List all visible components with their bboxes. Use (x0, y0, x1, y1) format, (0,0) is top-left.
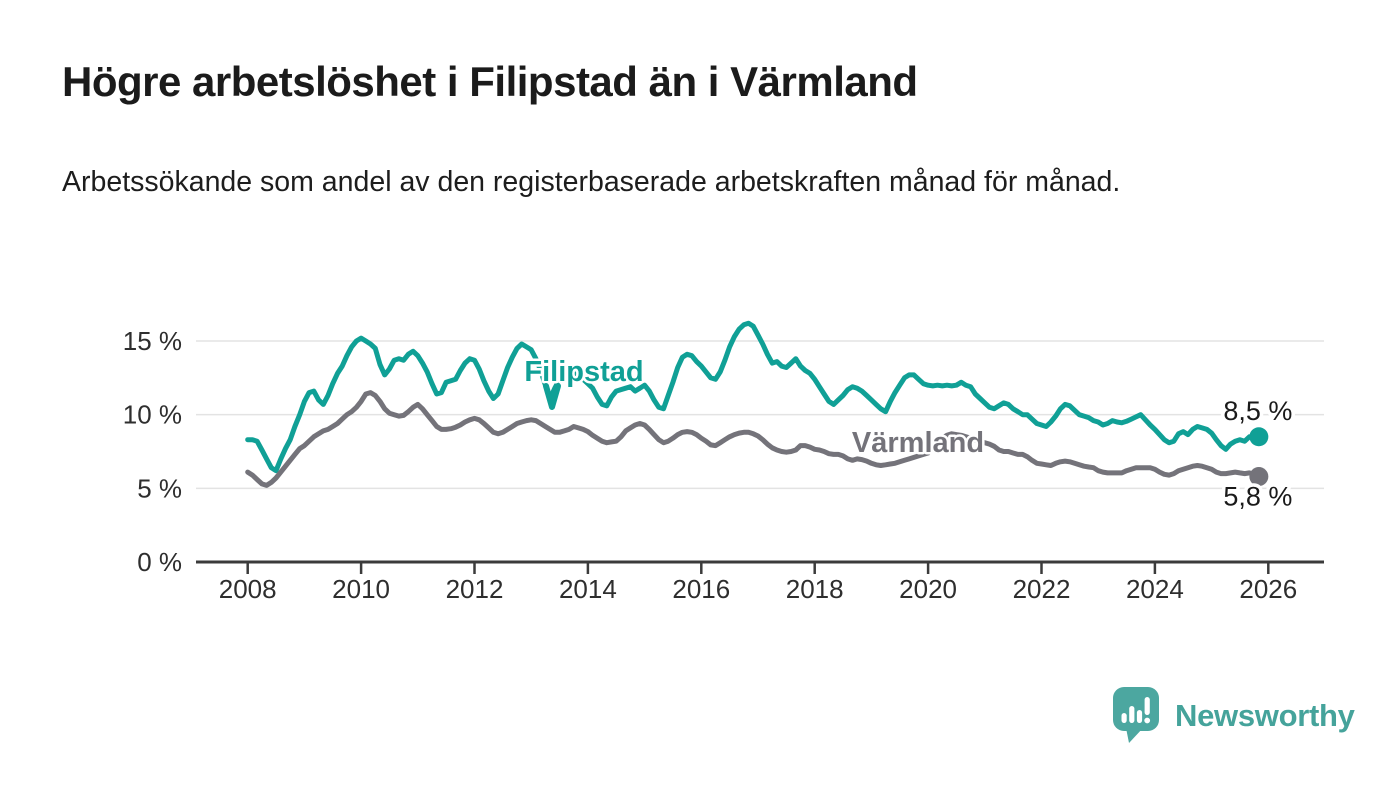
filipstad-label-arrow-icon (543, 383, 561, 410)
vrmland-series-label: Värmland (852, 427, 984, 459)
y-tick-label-15: 15 % (123, 326, 182, 356)
x-tick-label-2012: 2012 (446, 574, 504, 604)
y-tick-label-10: 10 % (123, 400, 182, 430)
chart-subtitle: Arbetssökande som andel av den registerb… (62, 166, 1121, 198)
newsworthy-logo-icon (1113, 687, 1159, 743)
x-tick-label-2008: 2008 (219, 574, 277, 604)
x-tick-label-2026: 2026 (1239, 574, 1297, 604)
y-tick-label-5: 5 % (137, 473, 182, 503)
x-tick-label-2022: 2022 (1013, 574, 1071, 604)
vrmland-end-value-label: 5,8 % (1223, 482, 1292, 512)
vrmland-line (245, 390, 1262, 488)
x-tick-label-2020: 2020 (899, 574, 957, 604)
filipstad-series-label: Filipstad (524, 356, 643, 388)
x-tick-label-2010: 2010 (332, 574, 390, 604)
filipstad-end-value-label: 8,5 % (1223, 396, 1292, 426)
x-tick-label-2018: 2018 (786, 574, 844, 604)
vrmland-end-dot (1249, 467, 1269, 487)
x-tick-label-2014: 2014 (559, 574, 617, 604)
filipstad-end-dot (1249, 427, 1269, 447)
filipstad-line (245, 320, 1262, 474)
page-title: Högre arbetslöshet i Filipstad än i Värm… (62, 58, 918, 105)
brand-name: Newsworthy (1175, 698, 1355, 733)
y-tick-label-0: 0 % (137, 547, 182, 577)
x-tick-label-2016: 2016 (672, 574, 730, 604)
x-tick-label-2024: 2024 (1126, 574, 1184, 604)
newsworthy-brand: Newsworthy (1112, 686, 1355, 746)
